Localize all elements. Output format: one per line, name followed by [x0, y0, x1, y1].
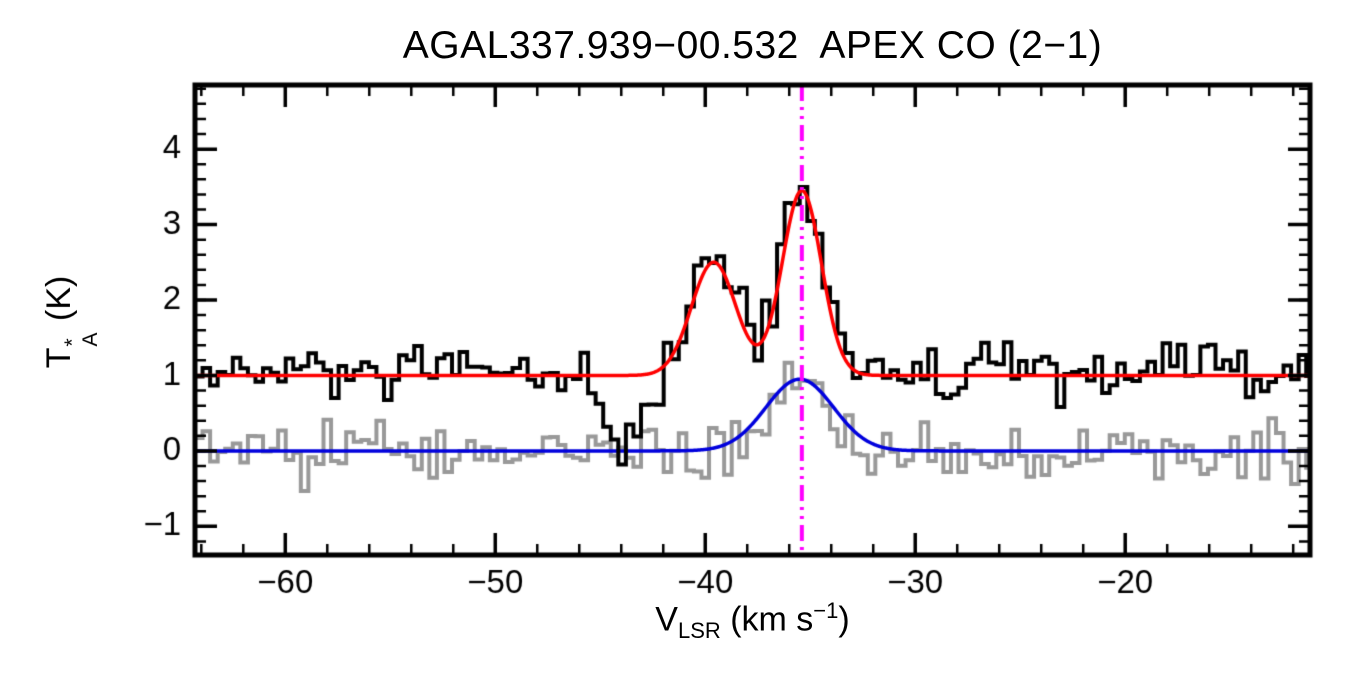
x-label-exponent: −1 [813, 598, 839, 623]
y-label-subscript: A [79, 332, 103, 347]
x-axis-label: VLSR (km s−1) [195, 598, 1310, 644]
plot-title: AGAL337.939−00.532 APEX CO (2−1) [402, 24, 1103, 67]
x-label-close: ) [838, 600, 850, 639]
y-label-subsup: * A [61, 332, 103, 347]
y-axis-label: T * A (K) [39, 275, 103, 369]
y-label-symbol: T [39, 347, 78, 369]
x-label-symbol: V [655, 600, 678, 639]
x-label-subscript: LSR [677, 618, 721, 644]
x-label-units: (km s [720, 600, 814, 639]
y-label-units: (K) [39, 275, 78, 331]
